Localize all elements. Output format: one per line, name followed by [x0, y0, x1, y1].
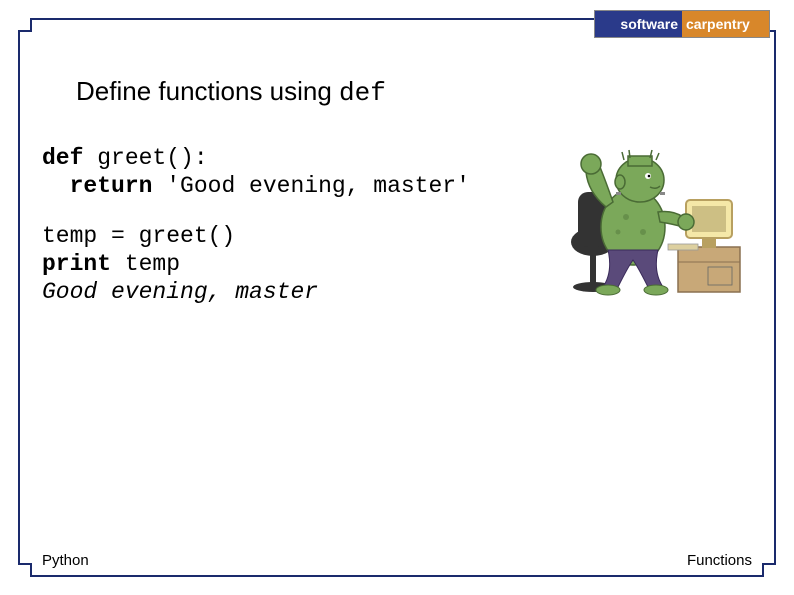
monster-at-computer-illustration	[558, 132, 758, 300]
code-text: temp	[111, 251, 180, 277]
logo-right: carpentry	[682, 11, 769, 37]
slide-heading: Define functions using def	[76, 76, 386, 108]
corner-cut	[18, 18, 32, 32]
kw-def: def	[42, 145, 83, 171]
footer-left: Python	[42, 552, 89, 569]
kw-print: print	[42, 251, 111, 277]
code-text: greet():	[83, 145, 207, 171]
logo-left: software	[595, 11, 682, 37]
software-carpentry-logo: software carpentry	[594, 10, 770, 38]
code-text: temp = greet()	[42, 223, 235, 249]
code-usage: temp = greet() print temp Good evening, …	[42, 222, 318, 306]
heading-prefix: Define functions using	[76, 76, 339, 106]
kw-return: return	[70, 173, 153, 199]
corner-cut	[18, 563, 32, 577]
code-output: Good evening, master	[42, 279, 318, 305]
code-definition: def greet(): return 'Good evening, maste…	[42, 144, 470, 200]
code-indent	[42, 173, 70, 199]
heading-keyword: def	[339, 78, 386, 108]
corner-cut	[762, 563, 776, 577]
code-text: 'Good evening, master'	[152, 173, 469, 199]
footer-right: Functions	[687, 552, 752, 569]
